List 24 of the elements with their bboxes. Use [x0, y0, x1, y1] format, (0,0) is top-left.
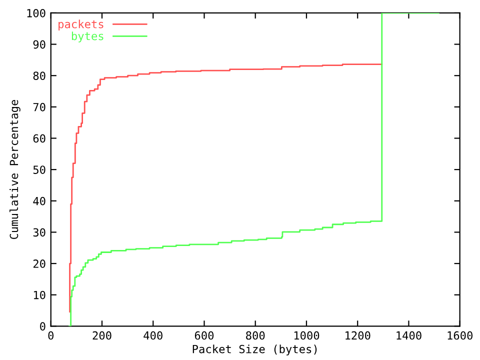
y-tick-label: 100 [27, 8, 46, 18]
y-tick-label: 80 [33, 72, 46, 80]
y-tick-label: 20 [33, 260, 46, 268]
y-tick-label: 0 [40, 322, 46, 331]
y-tick-label: 90 [33, 40, 46, 49]
x-tick-label: 0 [48, 331, 54, 340]
y-tick-label: 30 [33, 228, 46, 237]
x-axis-title: Packet Size (bytes) [192, 344, 317, 356]
x-tick-label: 800 [246, 331, 265, 340]
x-tick-label: 600 [194, 331, 214, 340]
y-axis-title: Cumulative Percentage [10, 100, 20, 240]
y-tick-label: 50 [33, 166, 46, 174]
x-tick-label: 1600 [448, 331, 472, 340]
y-tick-label: 60 [33, 134, 46, 143]
x-tick-label: 1400 [396, 331, 422, 340]
y-tick-label: 40 [33, 196, 46, 206]
x-tick-label: 200 [92, 331, 112, 340]
legend-label: bytes [72, 32, 104, 42]
y-tick-label: 10 [34, 290, 46, 300]
x-tick-label: 1000 [294, 331, 320, 340]
legend-label: packets [58, 20, 104, 30]
x-tick-label: 1200 [346, 331, 370, 340]
y-tick-label: 70 [33, 102, 46, 112]
x-tick-label: 400 [144, 331, 162, 340]
